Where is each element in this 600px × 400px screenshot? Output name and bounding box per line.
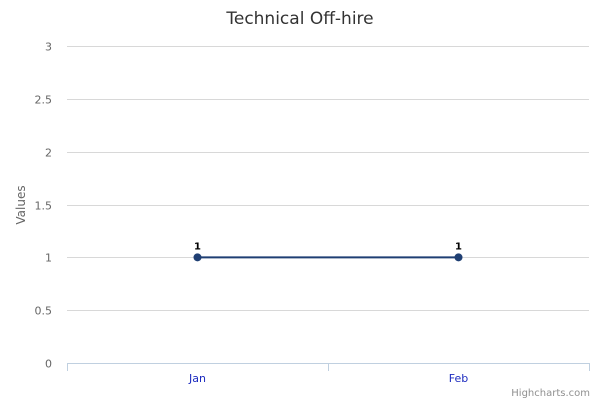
- y-tick-label: 1.5: [35, 200, 53, 213]
- data-points: [193, 253, 463, 262]
- y-tick-label: 2.5: [35, 94, 53, 107]
- y-tick-label: 3: [45, 41, 52, 54]
- y-axis-label: Values: [14, 185, 28, 224]
- y-axis-ticks: 0 0.5 1 1.5 2 2.5 3: [35, 41, 53, 371]
- x-tick-label: Jan: [188, 372, 206, 385]
- data-label: 1: [455, 241, 462, 252]
- credits-link[interactable]: Highcharts.com: [511, 388, 590, 399]
- data-point[interactable]: [193, 253, 202, 262]
- y-tick-label: 0: [45, 358, 52, 371]
- x-tick-label: Feb: [449, 372, 468, 385]
- y-tick-label: 0.5: [35, 305, 53, 318]
- chart-title: Technical Off-hire: [225, 9, 373, 29]
- gridlines: [67, 46, 589, 311]
- data-label: 1: [194, 241, 201, 252]
- x-axis-ticks: Jan Feb: [188, 372, 468, 385]
- y-tick-label: 2: [45, 147, 52, 160]
- data-point[interactable]: [454, 253, 463, 262]
- x-axis: [67, 363, 590, 371]
- y-tick-label: 1: [45, 252, 52, 265]
